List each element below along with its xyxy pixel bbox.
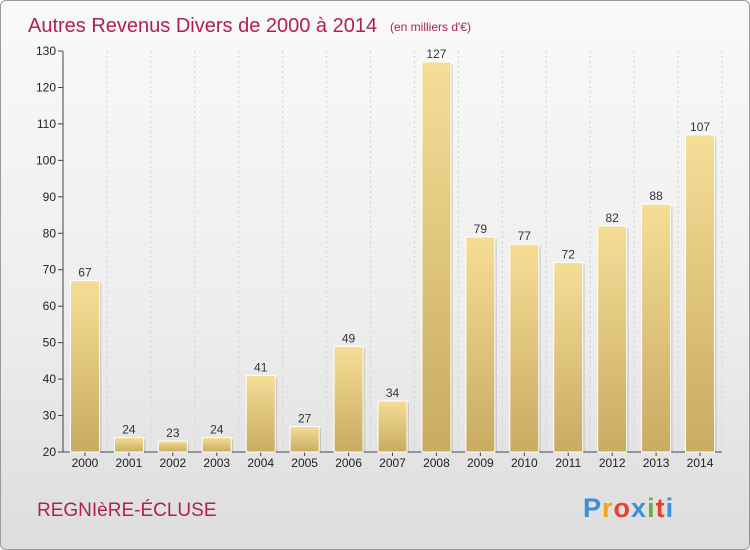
- y-tick-label: 20: [43, 445, 57, 459]
- bar-2005: [289, 425, 320, 453]
- bar-2014: [685, 134, 716, 453]
- bar-2000: [69, 280, 100, 453]
- value-label: 67: [78, 266, 92, 280]
- value-label: 24: [122, 422, 136, 436]
- y-tick-label: 80: [43, 226, 57, 240]
- y-axis-labels: 20 30 40 50 60 70 80 90 100 110 120 130: [36, 44, 56, 459]
- x-tick-label: 2013: [643, 456, 670, 470]
- logo-letter: P: [583, 493, 602, 523]
- logo-letter: x: [631, 493, 647, 523]
- x-tick-label: 2003: [203, 456, 230, 470]
- y-tick-label: 60: [43, 299, 57, 313]
- value-label: 72: [562, 247, 576, 261]
- x-tick-label: 2011: [555, 456, 581, 470]
- logo-letter: i: [647, 493, 656, 523]
- value-label: 107: [690, 120, 710, 134]
- bar-2004: [245, 374, 276, 453]
- chart-subtitle: (en milliers d'€): [390, 20, 471, 34]
- logo-letter: r: [602, 493, 614, 523]
- value-label: 24: [210, 422, 224, 436]
- bar-2006: [333, 345, 364, 453]
- x-tick-label: 2006: [335, 456, 362, 470]
- x-tick-label: 2009: [467, 456, 494, 470]
- x-tick-label: 2012: [599, 456, 626, 470]
- logo-letter: t: [656, 493, 666, 523]
- x-tick-label: 2014: [687, 456, 714, 470]
- y-tick-label: 30: [43, 409, 57, 423]
- x-tick-label: 2008: [423, 456, 450, 470]
- value-label: 49: [342, 331, 356, 345]
- x-axis-labels: 2000 2001 2002 2003 2004 2005 2006 2007 2008 2009…: [72, 456, 714, 470]
- y-tick-label: 130: [36, 44, 56, 58]
- x-tick-label: 2010: [511, 456, 538, 470]
- x-tick-label: 2005: [291, 456, 318, 470]
- y-tick-label: 50: [43, 336, 57, 350]
- bar-2007: [377, 400, 408, 453]
- logo-letter: o: [614, 493, 632, 523]
- x-tick-label: 2000: [72, 456, 99, 470]
- bar-2002: [157, 440, 188, 453]
- bar-2011: [553, 261, 584, 453]
- value-label: 34: [386, 386, 400, 400]
- value-label: 77: [518, 229, 532, 243]
- value-label: 41: [254, 360, 268, 374]
- bar-2001: [113, 436, 144, 453]
- commune-name: REGNIèRE-ÉCLUSE: [37, 500, 217, 521]
- value-label: 23: [166, 426, 180, 440]
- x-tick-label: 2002: [159, 456, 186, 470]
- logo-letter: i: [666, 493, 675, 523]
- bar-2010: [509, 243, 540, 453]
- value-label: 27: [298, 411, 312, 425]
- chart-title: Autres Revenus Divers de 2000 à 2014: [28, 15, 377, 37]
- chart-bars: 67 24 23 24 41 27 49 34 127 79 77 72 82 88 107: [69, 47, 717, 453]
- y-tick-label: 100: [36, 153, 56, 167]
- bar-2013: [641, 203, 672, 453]
- bar-2012: [597, 225, 628, 453]
- y-tick-label: 40: [43, 372, 57, 386]
- value-label: 88: [649, 189, 663, 203]
- chart-grid: [62, 51, 723, 452]
- proxiti-logo: Proxiti: [583, 493, 674, 523]
- value-label: 79: [474, 222, 488, 236]
- x-tick-label: 2007: [379, 456, 406, 470]
- y-tick-label: 70: [43, 263, 57, 277]
- x-tick-label: 2004: [247, 456, 274, 470]
- y-tick-label: 90: [43, 190, 57, 204]
- y-tick-label: 120: [36, 80, 56, 94]
- bar-2008: [421, 61, 452, 453]
- value-label: 127: [426, 47, 446, 61]
- x-tick-label: 2001: [116, 456, 143, 470]
- y-tick-label: 110: [37, 117, 56, 131]
- value-label: 82: [605, 211, 619, 225]
- bar-2009: [465, 236, 496, 453]
- bar-2003: [201, 436, 232, 453]
